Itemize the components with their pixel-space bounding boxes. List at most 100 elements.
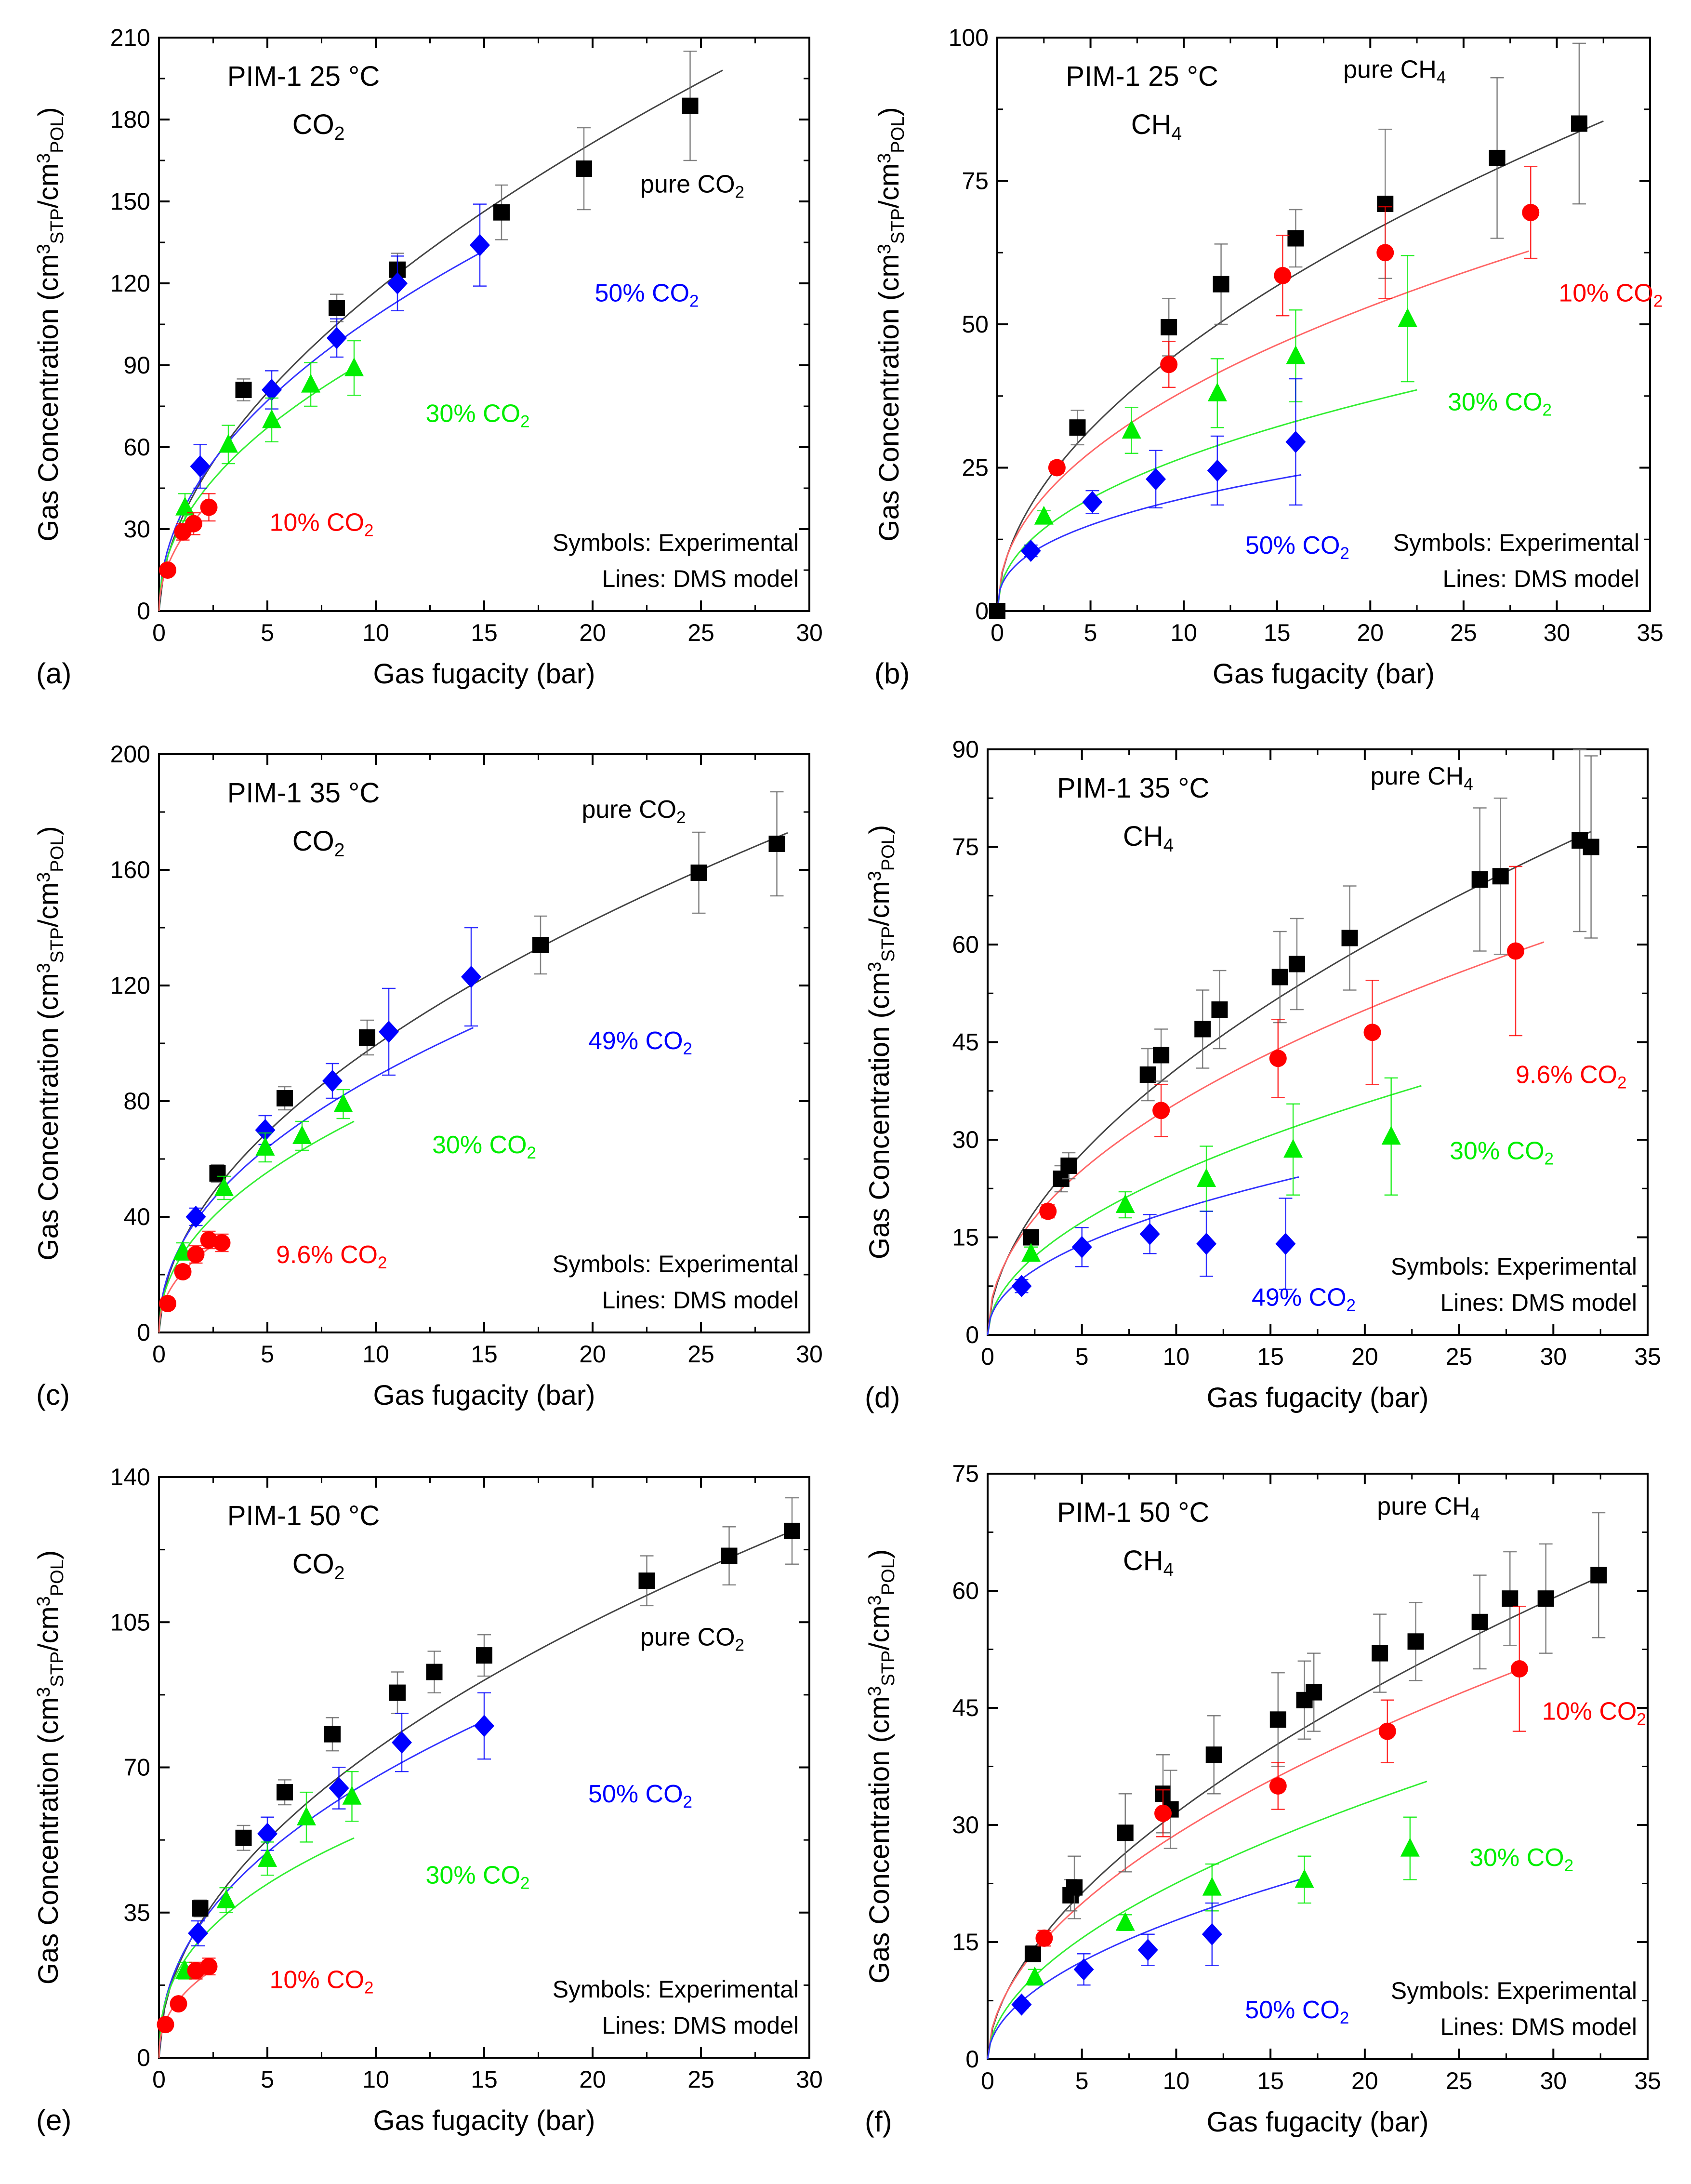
series-annotation: 10% CO2 <box>270 508 374 540</box>
legend-symbols: Symbols: Experimental <box>1393 529 1639 556</box>
series-9-6-co- <box>159 1230 231 1312</box>
data-point-circle <box>1160 356 1178 373</box>
panel-b: 0 5 10 15 20 25 30 35 0 25 50 75 100 Gas fugacity (ba… <box>873 24 1664 690</box>
data-point-circle <box>187 1246 205 1263</box>
legend-lines: Lines: DMS model <box>1440 1289 1638 1316</box>
data-point-circle <box>1269 1777 1287 1795</box>
data-point-triangle <box>342 1785 362 1805</box>
data-point-circle <box>157 2016 174 2034</box>
x-tick-label: 35 <box>1634 2067 1661 2094</box>
data-point-diamond <box>1073 1958 1094 1981</box>
x-tick-label: 10 <box>1163 1343 1190 1370</box>
dms-fit-line <box>987 1781 1427 2060</box>
data-point-circle <box>1048 459 1066 477</box>
data-point-square <box>768 836 785 852</box>
panel-title-gas: CH4 <box>1131 109 1182 144</box>
series-annotation: 9.6% CO2 <box>1516 1061 1626 1092</box>
data-point-diamond <box>470 234 490 256</box>
data-point-triangle <box>1115 1912 1135 1931</box>
data-point-diamond <box>329 1777 349 1799</box>
y-tick-label: 0 <box>965 2046 979 2073</box>
series-annotation: pure CH4 <box>1343 55 1446 87</box>
panel-title: PIM-1 35 °C <box>1057 772 1210 804</box>
data-point-triangle <box>297 1806 316 1825</box>
panel-label: (c) <box>36 1379 70 1411</box>
dms-fit-line <box>996 250 1529 612</box>
data-point-square <box>329 300 345 316</box>
series-pure-co- <box>192 1497 800 1918</box>
y-tick-label: 15 <box>952 1929 979 1956</box>
data-point-diamond <box>387 272 408 294</box>
data-point-square <box>1269 1711 1286 1728</box>
data-point-triangle <box>292 1125 312 1144</box>
series-50-co- <box>1020 378 1306 562</box>
y-tick-label: 50 <box>962 311 989 338</box>
legend-lines: Lines: DMS model <box>602 1287 799 1314</box>
data-point-square <box>1213 276 1229 293</box>
series-annotation: 50% CO2 <box>595 279 699 310</box>
legend-symbols: Symbols: Experimental <box>1391 1977 1637 2004</box>
data-point-circle <box>159 561 176 579</box>
dms-fit-line <box>158 69 723 612</box>
data-point-circle <box>200 1958 218 1975</box>
data-point-circle <box>1154 1804 1172 1822</box>
x-tick-label: 15 <box>471 619 498 646</box>
data-point-square <box>1153 1047 1170 1064</box>
y-tick-label: 45 <box>952 1029 979 1056</box>
y-axis-label: Gas Concentration (cm3STP/cm3POL) <box>864 1549 898 1984</box>
data-point-triangle <box>344 357 364 376</box>
data-point-circle <box>159 1295 176 1312</box>
data-point-circle <box>1378 1722 1396 1740</box>
data-point-circle <box>213 1234 231 1252</box>
series-10-co- <box>157 1958 218 2034</box>
x-tick-label: 10 <box>362 1341 389 1368</box>
data-point-diamond <box>1011 1275 1032 1297</box>
series-30-co- <box>175 340 364 522</box>
data-point-diamond <box>1202 1923 1222 1945</box>
x-tick-label: 35 <box>1634 1343 1661 1370</box>
data-point-square <box>1471 871 1488 888</box>
data-point-square <box>493 204 510 221</box>
dms-fit-line <box>987 941 1545 1335</box>
panel-a: 0 5 10 15 20 25 30 0 30 60 90 120 150 180 210 Gas fugac… <box>33 24 823 690</box>
series-49-co- <box>185 927 481 1228</box>
y-axis-label: Gas Concentration (cm3STP/cm3POL) <box>864 825 898 1259</box>
x-axis-label: Gas fugacity (bar) <box>1207 1382 1429 1413</box>
data-point-circle <box>200 1231 218 1249</box>
y-tick-label: 0 <box>975 598 989 625</box>
panel-title: PIM-1 50 °C <box>1057 1497 1210 1528</box>
data-point-diamond <box>1207 459 1228 482</box>
y-tick-label: 120 <box>110 270 150 297</box>
x-tick-label: 10 <box>362 2066 389 2093</box>
series-annotation: 50% CO2 <box>1245 1996 1349 2027</box>
y-tick-label: 160 <box>110 856 150 883</box>
data-point-triangle <box>301 373 320 393</box>
data-point-triangle <box>214 1177 234 1196</box>
data-point-diamond <box>1139 1223 1160 1245</box>
x-tick-label: 20 <box>1351 2067 1378 2094</box>
x-tick-label: 5 <box>1084 619 1097 646</box>
x-tick-label: 15 <box>1257 1343 1284 1370</box>
data-point-circle <box>185 515 202 533</box>
y-tick-label: 30 <box>952 1811 979 1838</box>
data-point-square <box>426 1664 443 1680</box>
panel-label: (f) <box>865 2105 892 2138</box>
y-tick-label: 0 <box>965 1321 979 1348</box>
x-tick-label: 20 <box>579 619 606 646</box>
data-point-square <box>1161 319 1177 335</box>
y-tick-label: 100 <box>949 24 989 51</box>
data-point-triangle <box>219 434 238 453</box>
series-50-co- <box>1011 1902 1222 2016</box>
x-tick-label: 20 <box>1357 619 1384 646</box>
data-point-circle <box>174 1263 192 1280</box>
y-tick-label: 75 <box>962 168 989 195</box>
data-point-diamond <box>474 1715 494 1737</box>
series-30-co- <box>1034 254 1417 525</box>
x-tick-label: 5 <box>261 619 274 646</box>
series-10-co- <box>1048 166 1540 477</box>
y-tick-label: 30 <box>952 1126 979 1153</box>
data-point-circle <box>1039 1202 1057 1220</box>
x-axis-label: Gas fugacity (bar) <box>373 2105 595 2136</box>
x-tick-label: 20 <box>579 2066 606 2093</box>
x-tick-label: 5 <box>261 1341 274 1368</box>
